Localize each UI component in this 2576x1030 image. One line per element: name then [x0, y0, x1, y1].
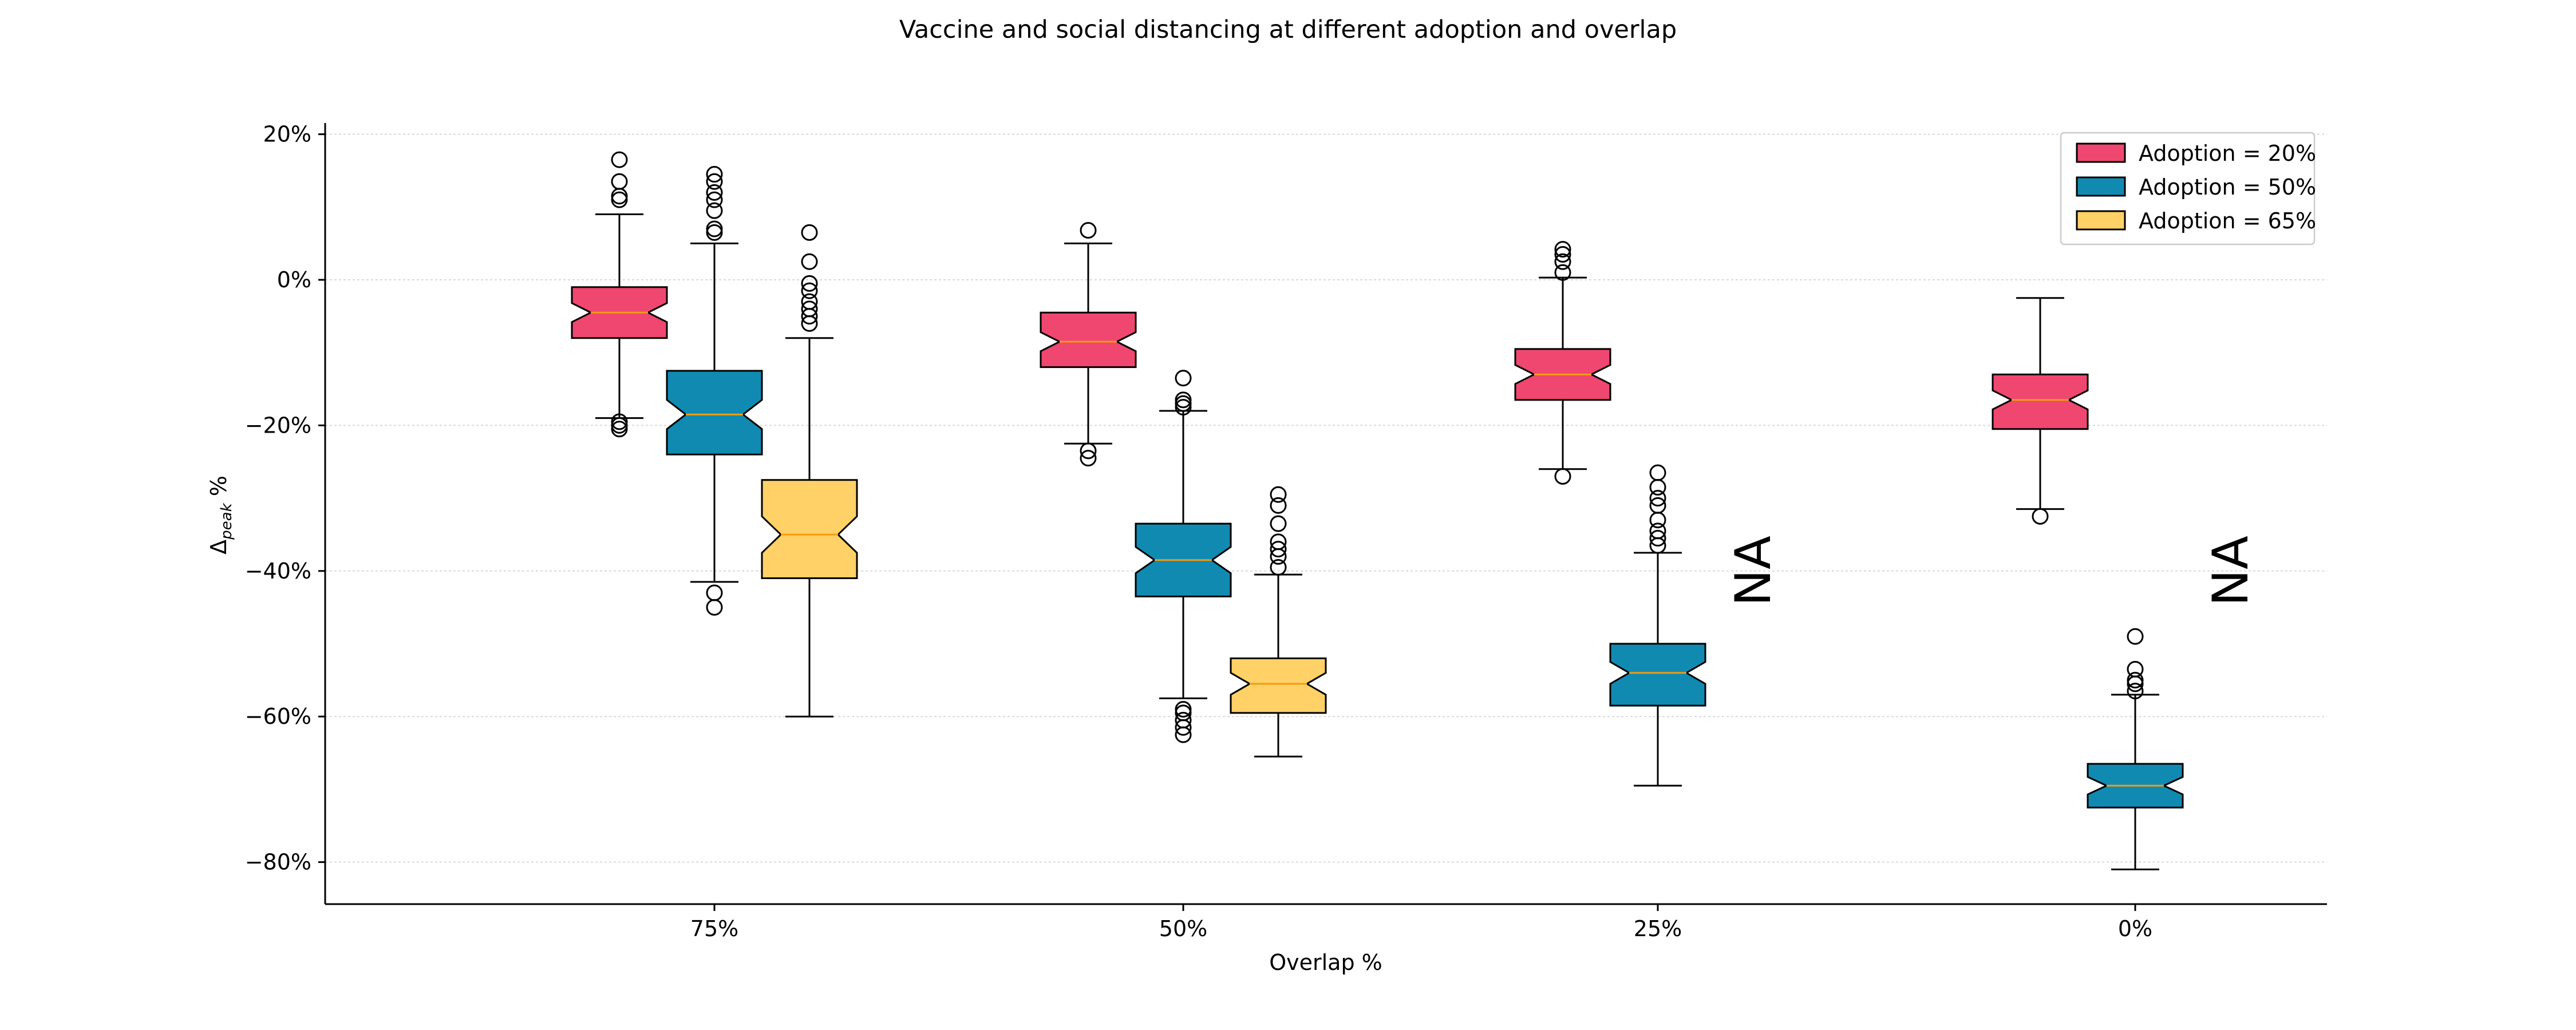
box-body — [1040, 311, 1137, 369]
outlier-point — [1649, 512, 1666, 529]
outlier-point — [1080, 222, 1097, 239]
legend-label: Adoption = 20% — [2139, 141, 2316, 166]
legend: Adoption = 20% Adoption = 50% Adoption = 6… — [2060, 132, 2316, 245]
box-1-2 — [1609, 464, 1706, 787]
outlier-point — [1554, 245, 1571, 263]
outlier-point — [1080, 442, 1097, 459]
outlier-point — [801, 282, 818, 299]
box-body — [666, 370, 763, 455]
outlier-point — [1554, 253, 1571, 270]
outlier-point — [706, 220, 723, 237]
x-tick-label: 50% — [1159, 916, 1207, 941]
box-groups — [571, 151, 2184, 870]
outlier-point — [801, 224, 818, 241]
outlier-point — [611, 421, 628, 438]
grid-lines — [325, 133, 2327, 863]
y-tick-label: −20% — [245, 413, 311, 438]
outlier-point — [1270, 515, 1287, 532]
outlier-point — [706, 584, 723, 601]
outlier-point — [1270, 497, 1287, 514]
na-labels: NA NA — [1725, 536, 2259, 606]
x-ticks: 75% 50% 25% 0% — [690, 904, 2152, 941]
outlier-point — [801, 293, 818, 310]
x-axis-label: Overlap % — [1269, 950, 1382, 975]
box-2-0 — [761, 224, 858, 718]
na-label: NA — [1725, 536, 1782, 606]
outlier-point — [2127, 683, 2144, 700]
legend-swatch — [2076, 176, 2126, 197]
legend-label: Adoption = 50% — [2139, 175, 2316, 200]
x-tick-label: 25% — [1634, 916, 1682, 941]
outlier-point — [1175, 370, 1192, 387]
outlier-point — [801, 300, 818, 318]
outlier-point — [1175, 399, 1192, 416]
y-tick-label: −80% — [245, 850, 311, 875]
box-0-3 — [1992, 297, 2089, 525]
legend-items: Adoption = 20% Adoption = 50% Adoption = 6… — [2076, 141, 2316, 233]
outlier-point — [1649, 490, 1666, 507]
box-0-0 — [571, 151, 668, 438]
box-1-1 — [1135, 370, 1232, 743]
outlier-point — [2127, 628, 2144, 645]
outlier-point — [1554, 241, 1571, 258]
y-ticks: 20% 0% −20% −40% −60% −80% — [245, 122, 325, 875]
outlier-point — [706, 184, 723, 201]
legend-label: Adoption = 65% — [2139, 208, 2316, 233]
outlier-point — [1175, 726, 1192, 743]
outlier-point — [1270, 533, 1287, 550]
outlier-point — [1080, 450, 1097, 467]
outlier-point — [801, 275, 818, 292]
outlier-point — [1649, 479, 1666, 496]
y-axis-label-symbol: Δ — [206, 540, 231, 554]
outlier-point — [1270, 541, 1287, 558]
box-2-1 — [1230, 486, 1327, 758]
legend-swatch — [2076, 142, 2126, 163]
outlier-point — [1175, 395, 1192, 412]
outlier-point — [611, 173, 628, 190]
outlier-point — [2032, 508, 2049, 525]
y-axis-label-unit: % — [206, 476, 231, 503]
outlier-point — [706, 173, 723, 190]
y-tick-label: −40% — [245, 558, 311, 584]
outlier-point — [1554, 264, 1571, 281]
outlier-point — [1270, 486, 1287, 503]
y-axis-label-subscript: peak — [218, 502, 235, 540]
box-0-1 — [1040, 222, 1137, 467]
outlier-point — [1649, 530, 1666, 547]
y-tick-label: 0% — [277, 267, 311, 292]
outlier-point — [706, 191, 723, 208]
outlier-point — [706, 166, 723, 183]
box-body — [1609, 643, 1706, 707]
y-tick-label: −60% — [245, 704, 311, 729]
legend-swatch — [2076, 210, 2126, 231]
outlier-point — [706, 224, 723, 241]
box-1-0 — [666, 166, 763, 616]
box-body — [1230, 657, 1327, 714]
outlier-point — [611, 151, 628, 168]
chart-title: Vaccine and social distancing at differe… — [899, 15, 1677, 44]
outlier-point — [1270, 558, 1287, 576]
outlier-point — [801, 253, 818, 270]
na-label: NA — [2202, 536, 2259, 606]
outlier-point — [1175, 719, 1192, 736]
outlier-point — [2127, 675, 2144, 692]
box-0-2 — [1514, 241, 1611, 485]
x-tick-label: 0% — [2118, 916, 2152, 941]
outlier-point — [1554, 468, 1571, 485]
box-body — [1992, 373, 2089, 430]
outlier-point — [706, 202, 723, 219]
x-tick-label: 75% — [690, 916, 738, 941]
y-axis-label: Δpeak % — [206, 476, 235, 554]
outlier-point — [706, 599, 723, 616]
axes — [324, 123, 2327, 905]
outlier-point — [611, 191, 628, 208]
outlier-point — [1649, 464, 1666, 481]
outlier-point — [1649, 537, 1666, 554]
box-body — [761, 479, 858, 580]
outlier-point — [611, 188, 628, 205]
box-1-3 — [2087, 628, 2184, 870]
y-tick-label: 20% — [263, 122, 311, 147]
